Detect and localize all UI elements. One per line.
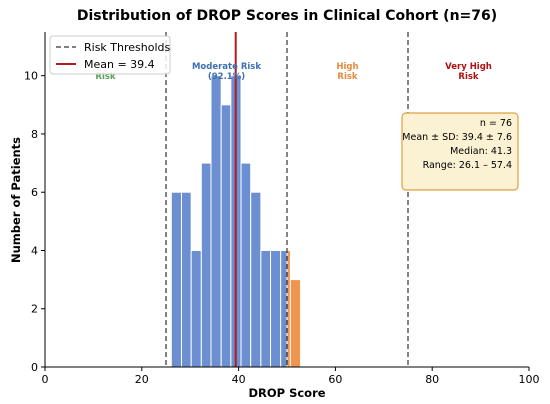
histogram-bar-1 xyxy=(170,191,182,368)
y-axis-label: Number of Patients xyxy=(9,137,23,263)
histogram-bar-14 xyxy=(289,279,302,368)
x-tick-label-80: 80 xyxy=(425,373,439,386)
legend-label-1: Risk Thresholds xyxy=(84,41,171,54)
x-tick-label-40: 40 xyxy=(232,373,246,386)
zone-label-4-line-2: Risk xyxy=(458,72,479,82)
histogram-bar-12 xyxy=(280,249,288,368)
y-tick-label-2: 2 xyxy=(31,303,38,316)
stats-line-1: n = 76 xyxy=(480,118,512,129)
zone-label-4-line-1: Very High xyxy=(445,62,492,72)
stats-line-4: Range: 26.1 – 57.4 xyxy=(423,160,512,171)
histogram-bar-6 xyxy=(220,104,232,368)
x-tick-label-60: 60 xyxy=(328,373,342,386)
zone-label-3-line-1: High xyxy=(336,62,358,72)
stats-line-3: Median: 41.3 xyxy=(450,146,512,157)
zone-label-2-line-1: Moderate Risk xyxy=(192,62,261,72)
x-tick-label-20: 20 xyxy=(135,373,149,386)
histogram-bar-5 xyxy=(210,75,222,368)
y-tick-label-10: 10 xyxy=(24,70,38,83)
x-axis-label: DROP Score xyxy=(248,386,325,400)
x-tick-label-0: 0 xyxy=(42,373,49,386)
legend-label-2: Mean = 39.4 xyxy=(84,58,155,71)
histogram-bar-11 xyxy=(270,249,282,368)
y-tick-label-6: 6 xyxy=(31,186,38,199)
histogram-bar-4 xyxy=(200,162,212,368)
y-tick-label-8: 8 xyxy=(31,128,38,141)
histogram-bar-8 xyxy=(240,162,252,368)
histogram-bar-2 xyxy=(180,191,192,368)
histogram-bar-3 xyxy=(190,249,202,368)
stats-box xyxy=(401,112,519,191)
chart-title: Distribution of DROP Scores in Clinical … xyxy=(77,8,497,24)
y-tick-label-4: 4 xyxy=(31,244,38,257)
zone-label-2-line-2: (92.1%) xyxy=(208,72,245,82)
x-tick-label-100: 100 xyxy=(519,373,540,386)
stats-line-2: Mean ± SD: 39.4 ± 7.6 xyxy=(402,132,512,143)
zone-label-3-line-2: Risk xyxy=(337,72,358,82)
y-tick-label-0: 0 xyxy=(31,361,38,374)
histogram-bar-10 xyxy=(260,249,272,368)
histogram-bar-9 xyxy=(250,191,262,368)
zone-label-1-line-2: Risk xyxy=(95,72,116,82)
legend-box xyxy=(49,35,171,75)
